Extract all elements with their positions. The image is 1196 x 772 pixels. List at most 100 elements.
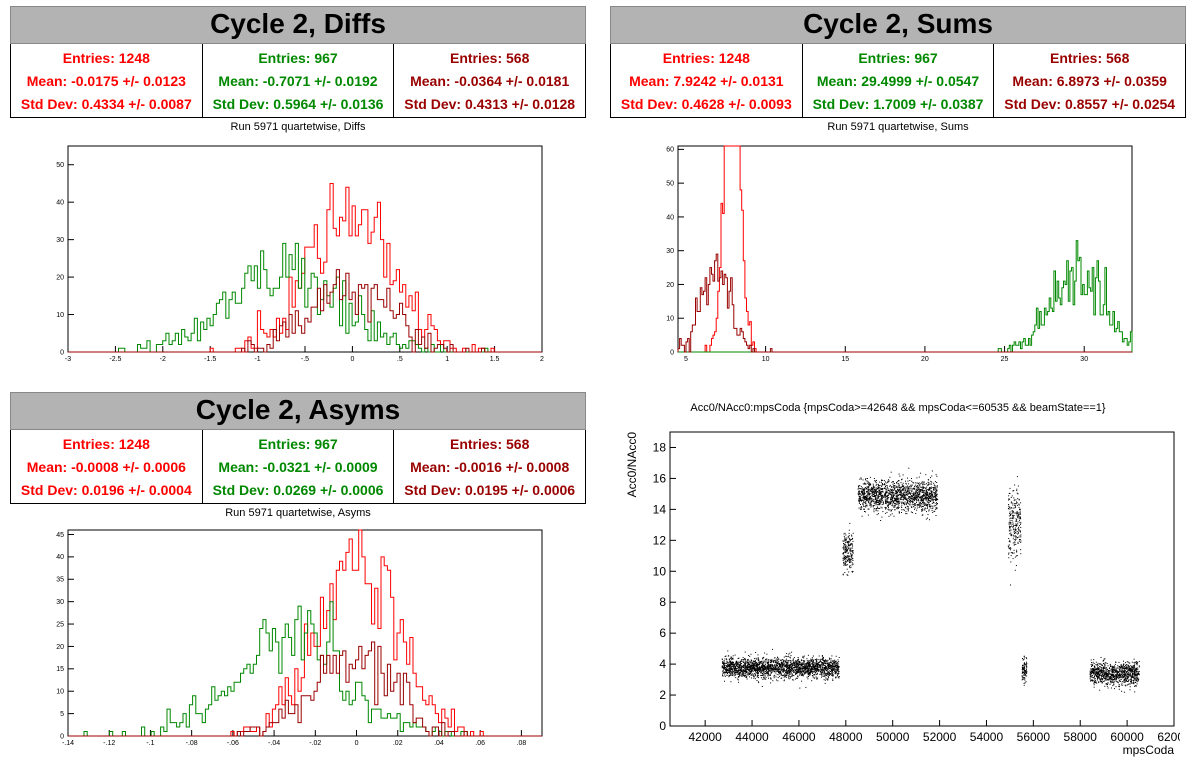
diffs-mean-2: Mean: -0.7071 +/- 0.0192 — [218, 72, 378, 89]
x-tick-label: -.06 — [227, 740, 239, 747]
diffs-subtitle: Run 5971 quartetwise, Diffs — [230, 121, 366, 133]
scatter-cluster-1 — [721, 648, 840, 689]
x-tick-label: 1.5 — [490, 356, 500, 363]
x-tick-label: -.1 — [146, 740, 154, 747]
y-tick-label: 30 — [666, 248, 674, 255]
diffs-stats-box: Entries: 1248 Mean: -0.0175 +/- 0.0123 S… — [10, 44, 586, 118]
diffs-entries-2: Entries: 967 — [258, 49, 338, 66]
y-tick-label: 10 — [56, 312, 64, 319]
y-tick-label: 45 — [56, 532, 64, 539]
scatter-xlabel: mpsCoda — [1123, 743, 1175, 757]
x-tick-label: 30 — [1080, 356, 1088, 363]
x-tick-label: 1 — [445, 356, 449, 363]
asyms-entries-3: Entries: 568 — [449, 435, 530, 452]
y-tick-label: 10 — [653, 564, 667, 578]
sums-mean-3: Mean: 6.8973 +/- 0.0359 — [1012, 72, 1167, 89]
x-tick-label: -.12 — [103, 740, 115, 747]
y-tick-label: 0 — [60, 349, 64, 356]
y-tick-label: 30 — [56, 599, 64, 606]
y-tick-label: 25 — [56, 621, 64, 628]
x-tick-label: 52000 — [923, 730, 957, 744]
diffs-title: Cycle 2, Diffs — [10, 6, 586, 44]
diffs-stats-col-3: Entries: 568 Mean: -0.0364 +/- 0.0181 St… — [394, 44, 585, 117]
scatter-cluster-5 — [1021, 655, 1028, 686]
y-tick-label: 20 — [56, 274, 64, 281]
asyms-stats-col-1: Entries: 1248 Mean: -0.0008 +/- 0.0006 S… — [11, 430, 203, 503]
asyms-stats-col-3: Entries: 568 Mean: -0.0016 +/- 0.0008 St… — [394, 430, 585, 503]
x-tick-label: .5 — [397, 356, 403, 363]
diffs-std-3: Std Dev: 0.4313 +/- 0.0128 — [404, 95, 576, 112]
x-tick-label: 25 — [1001, 356, 1009, 363]
scatter-cluster-2 — [842, 522, 854, 576]
asyms-entries-2: Entries: 967 — [258, 435, 338, 452]
plot-frame — [677, 145, 1133, 353]
histogram-series-3 — [677, 253, 1132, 353]
x-tick-label: .06 — [475, 740, 485, 747]
sums-std-2: Std Dev: 1.7009 +/- 0.0387 — [812, 95, 984, 112]
scatter-cluster-3 — [857, 467, 939, 521]
x-tick-label: -3 — [65, 356, 71, 363]
y-tick-label: 40 — [666, 214, 674, 221]
scatter-plot: 42000 44000 46000 48000 50000 52000 54000 56000… — [625, 431, 1180, 757]
x-tick-label: 0 — [350, 356, 354, 363]
asyms-subtitle: Run 5971 quartetwise, Asyms — [225, 507, 371, 519]
scatter-title: Acc0/NAcc0:mpsCoda {mpsCoda>=42648 && mp… — [690, 402, 1106, 414]
x-tick-label: 50000 — [876, 730, 910, 744]
x-tick-label: .08 — [517, 740, 527, 747]
x-tick-label: -.14 — [62, 740, 74, 747]
x-tick-label: -1.5 — [204, 356, 216, 363]
y-tick-label: 20 — [666, 282, 674, 289]
scatter-ylabel: Acc0/NAcc0 — [625, 432, 639, 498]
x-tick-label: 44000 — [735, 730, 769, 744]
scatter-cluster-6 — [1089, 656, 1140, 693]
diffs-entries-1: Entries: 1248 — [62, 49, 150, 66]
sums-entries-1: Entries: 1248 — [662, 49, 750, 66]
x-tick-label: -.02 — [309, 740, 321, 747]
asyms-std-3: Std Dev: 0.0195 +/- 0.0006 — [404, 481, 576, 498]
asyms-stats-box: Entries: 1248 Mean: -0.0008 +/- 0.0006 S… — [10, 430, 586, 504]
sums-mean-1: Mean: 7.9242 +/- 0.0131 — [629, 72, 784, 89]
y-tick-label: 10 — [666, 316, 674, 323]
x-tick-label: -.04 — [268, 740, 280, 747]
x-tick-label: 20 — [921, 356, 929, 363]
histogram-series-3 — [68, 641, 542, 737]
x-tick-label: 58000 — [1064, 730, 1098, 744]
asyms-mean-3: Mean: -0.0016 +/- 0.0008 — [410, 458, 570, 475]
y-tick-label: 10 — [56, 689, 64, 696]
histogram-series-1 — [678, 145, 1132, 353]
y-tick-label: 60 — [666, 147, 674, 154]
diffs-stats-col-2: Entries: 967 Mean: -0.7071 +/- 0.0192 St… — [203, 44, 395, 117]
x-tick-label: 42000 — [688, 730, 722, 744]
y-tick-label: 0 — [659, 719, 666, 733]
sums-stats-col-3: Entries: 568 Mean: 6.8973 +/- 0.0359 Std… — [994, 44, 1185, 117]
x-tick-label: 48000 — [829, 730, 863, 744]
y-tick-label: 4 — [659, 657, 666, 671]
histogram-series-2 — [68, 601, 542, 737]
sums-stats-box: Entries: 1248 Mean: 7.9242 +/- 0.0131 St… — [610, 44, 1186, 118]
y-tick-label: 40 — [56, 200, 64, 207]
y-tick-label: 0 — [670, 349, 674, 356]
sums-title: Cycle 2, Sums — [610, 6, 1186, 44]
x-tick-label: 2 — [540, 356, 544, 363]
sums-mean-2: Mean: 29.4999 +/- 0.0547 — [816, 72, 980, 89]
y-tick-label: 6 — [659, 626, 666, 640]
diffs-entries-3: Entries: 568 — [449, 49, 530, 66]
x-tick-label: 62000 — [1157, 730, 1180, 744]
sums-stats-col-1: Entries: 1248 Mean: 7.9242 +/- 0.0131 St… — [611, 44, 803, 117]
y-tick-label: 18 — [653, 440, 667, 454]
sums-histogram: 5 10 15 20 25 30 0 10 20 30 40 50 60 — [666, 145, 1133, 363]
asyms-mean-1: Mean: -0.0008 +/- 0.0006 — [26, 458, 186, 475]
y-tick-label: 50 — [56, 162, 64, 169]
y-tick-label: 12 — [653, 533, 667, 547]
asyms-mean-2: Mean: -0.0321 +/- 0.0009 — [218, 458, 378, 475]
y-tick-label: 5 — [60, 711, 64, 718]
x-tick-label: 15 — [841, 356, 849, 363]
y-tick-label: 8 — [659, 595, 666, 609]
sums-entries-2: Entries: 967 — [858, 49, 938, 66]
sums-stats-col-2: Entries: 967 Mean: 29.4999 +/- 0.0547 St… — [803, 44, 995, 117]
asyms-entries-1: Entries: 1248 — [62, 435, 150, 452]
y-tick-label: 0 — [60, 733, 64, 740]
diffs-std-2: Std Dev: 0.5964 +/- 0.0136 — [212, 95, 384, 112]
y-tick-label: 15 — [56, 666, 64, 673]
